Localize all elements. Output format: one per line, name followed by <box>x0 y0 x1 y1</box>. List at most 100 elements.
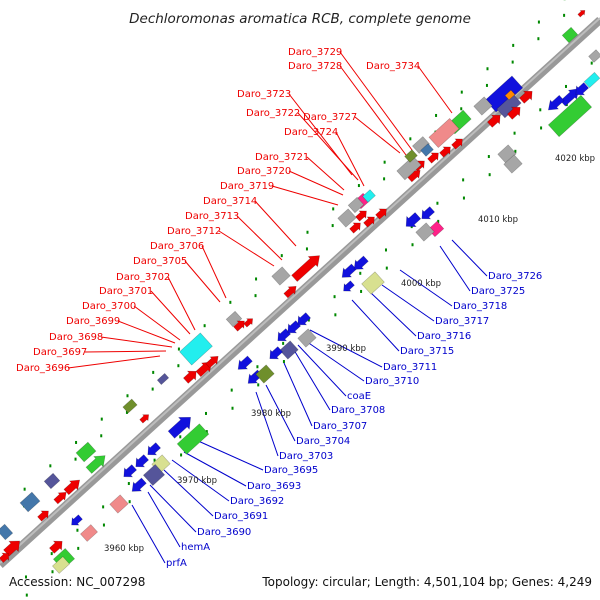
gene-arrow[interactable] <box>274 327 292 345</box>
gene-label[interactable]: Daro_3692 <box>230 496 284 507</box>
gene-label[interactable]: Daro_3727 <box>303 112 357 123</box>
gene-arrow[interactable] <box>243 316 256 329</box>
gene-arrow[interactable] <box>404 149 418 163</box>
gene-arrow[interactable] <box>338 262 358 282</box>
gene-arrow[interactable] <box>166 411 196 440</box>
gene-arrow[interactable] <box>503 154 523 174</box>
gene-arrow[interactable] <box>232 317 248 332</box>
gene-arrow[interactable] <box>418 205 436 223</box>
gene-arrow[interactable] <box>109 494 129 514</box>
gene-label[interactable]: Daro_3705 <box>133 256 187 267</box>
gene-arrow[interactable] <box>282 283 299 300</box>
gene-label[interactable]: Daro_3710 <box>365 376 419 387</box>
gene-label[interactable]: Daro_3700 <box>82 301 136 312</box>
gene-label[interactable]: hemA <box>181 542 210 553</box>
gene-arrow[interactable] <box>340 279 356 294</box>
gene-label[interactable]: Daro_3693 <box>247 481 301 492</box>
gene-arrow[interactable] <box>544 94 565 115</box>
gene-arrow[interactable] <box>577 8 587 18</box>
gene-arrow[interactable] <box>156 372 170 386</box>
gene-label[interactable]: Daro_3691 <box>214 511 268 522</box>
gene-arrow[interactable] <box>52 489 69 506</box>
gene-arrow[interactable] <box>179 332 213 366</box>
gene-label[interactable]: Daro_3697 <box>33 347 87 358</box>
gene-arrow[interactable] <box>588 49 600 63</box>
gene-arrow[interactable] <box>52 556 70 574</box>
gene-label[interactable]: Daro_3716 <box>417 331 471 342</box>
gene-arrow[interactable] <box>84 450 110 475</box>
gene-arrow[interactable] <box>506 103 524 121</box>
gene-arrow[interactable] <box>225 310 243 328</box>
gene-label[interactable]: Daro_3725 <box>471 286 525 297</box>
gene-arrow[interactable] <box>362 213 378 228</box>
gene-arrow[interactable] <box>128 476 148 496</box>
gene-arrow[interactable] <box>122 398 138 414</box>
gene-arrow[interactable] <box>132 453 150 471</box>
gene-arrow[interactable] <box>415 222 435 242</box>
gene-arrow[interactable] <box>486 111 504 129</box>
gene-arrow[interactable] <box>142 464 166 486</box>
gene-arrow[interactable] <box>504 89 516 101</box>
gene-arrow[interactable] <box>19 491 41 513</box>
gene-arrow[interactable] <box>266 345 284 363</box>
gene-arrow[interactable] <box>48 537 66 555</box>
gene-arrow[interactable] <box>396 155 422 181</box>
gene-label[interactable]: Daro_3698 <box>49 332 103 343</box>
gene-arrow[interactable] <box>204 353 221 370</box>
gene-arrow[interactable] <box>279 340 299 360</box>
gene-label[interactable]: Daro_3703 <box>279 451 333 462</box>
gene-label[interactable]: Daro_3708 <box>331 405 385 416</box>
gene-arrow[interactable] <box>348 219 364 234</box>
gene-arrow[interactable] <box>2 536 25 558</box>
gene-arrow[interactable] <box>68 513 84 528</box>
gene-arrow[interactable] <box>401 210 422 231</box>
gene-arrow[interactable] <box>176 423 210 455</box>
gene-arrow[interactable] <box>354 207 370 222</box>
gene-arrow[interactable] <box>36 507 52 522</box>
gene-arrow[interactable] <box>572 81 590 99</box>
gene-arrow[interactable] <box>426 149 442 164</box>
gene-arrow[interactable] <box>362 189 376 203</box>
gene-label[interactable]: Daro_3720 <box>237 166 291 177</box>
gene-arrow[interactable] <box>62 476 83 497</box>
gene-label[interactable]: Daro_3719 <box>220 181 274 192</box>
gene-label[interactable]: Daro_3695 <box>264 465 318 476</box>
gene-label[interactable]: Daro_3702 <box>116 272 170 283</box>
gene-arrow[interactable] <box>271 266 291 286</box>
gene-arrow[interactable] <box>144 441 162 459</box>
gene-arrow[interactable] <box>234 354 254 374</box>
gene-label[interactable]: Daro_3701 <box>99 286 153 297</box>
gene-label[interactable]: Daro_3699 <box>66 316 120 327</box>
gene-arrow[interactable] <box>75 441 97 463</box>
gene-arrow[interactable] <box>290 250 325 283</box>
gene-arrow[interactable] <box>347 196 365 214</box>
gene-label[interactable]: Daro_3724 <box>284 127 338 138</box>
gene-arrow[interactable] <box>255 364 275 384</box>
gene-label[interactable]: Daro_3722 <box>246 108 300 119</box>
gene-arrow[interactable] <box>294 311 312 329</box>
gene-label[interactable]: Daro_3728 <box>288 61 342 72</box>
gene-arrow[interactable] <box>80 524 98 542</box>
gene-label[interactable]: Daro_3726 <box>488 271 542 282</box>
gene-arrow[interactable] <box>337 208 357 228</box>
gene-arrow[interactable] <box>350 254 370 274</box>
gene-arrow[interactable] <box>120 463 138 481</box>
gene-label[interactable]: Daro_3734 <box>366 61 420 72</box>
gene-label[interactable]: Daro_3706 <box>150 241 204 252</box>
gene-arrow[interactable] <box>0 550 12 564</box>
gene-arrow[interactable] <box>561 26 579 44</box>
gene-arrow[interactable] <box>420 143 434 157</box>
gene-arrow[interactable] <box>361 271 385 295</box>
gene-label[interactable]: Daro_3711 <box>383 362 437 373</box>
gene-arrow[interactable] <box>284 319 302 337</box>
gene-arrow[interactable] <box>547 94 593 138</box>
gene-label[interactable]: Daro_3704 <box>296 436 350 447</box>
gene-arrow[interactable] <box>518 87 536 105</box>
gene-arrow[interactable] <box>412 136 430 154</box>
gene-arrow[interactable] <box>182 367 200 385</box>
gene-arrow[interactable] <box>484 75 524 113</box>
gene-label[interactable]: Daro_3690 <box>197 527 251 538</box>
gene-arrow[interactable] <box>297 328 317 348</box>
gene-arrow[interactable] <box>450 135 466 150</box>
gene-label[interactable]: Daro_3721 <box>255 152 309 163</box>
